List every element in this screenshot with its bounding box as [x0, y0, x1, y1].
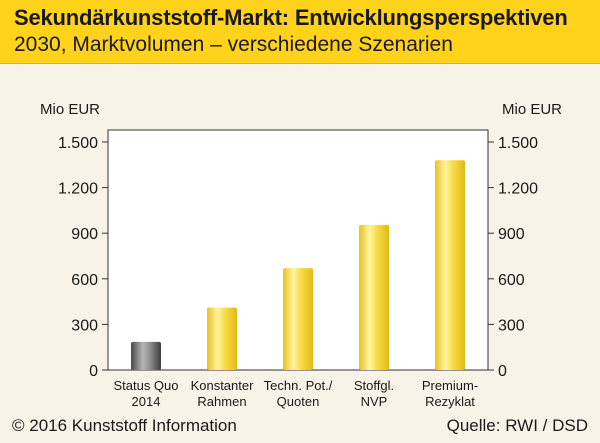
- x-tick-label: Rezyklat: [425, 394, 475, 409]
- bar-2: [207, 307, 237, 370]
- y-tick-label-right: 900: [498, 226, 525, 243]
- header-band: Sekundärkunststoff-Markt: Entwicklungspe…: [0, 0, 600, 64]
- bar-chart: Mio EUR Mio EUR 0 300 600 900 1.200 1.500 0 30…: [40, 101, 562, 409]
- chart-subtitle: 2030, Marktvolumen – verschiedene Szenar…: [14, 33, 453, 56]
- y-tick-label-left: 0: [89, 363, 98, 380]
- x-tick-label: Techn. Pot./: [264, 378, 333, 393]
- y-tick-label-right: 1.200: [498, 181, 538, 198]
- y-axis-label-left: Mio EUR: [40, 101, 100, 118]
- x-tick-label: Konstanter: [191, 378, 255, 393]
- y-ticks-left: 0 300 600 900 1.200 1.500: [58, 135, 108, 380]
- y-tick-label-right: 1.500: [498, 135, 538, 152]
- y-tick-label-left: 1.200: [58, 181, 98, 198]
- y-tick-label-right: 300: [498, 317, 525, 334]
- chart-title: Sekundärkunststoff-Markt: Entwicklungspe…: [14, 5, 568, 30]
- x-tick-label: Stoffgl.: [354, 378, 394, 393]
- x-tick-label: Status Quo: [113, 378, 178, 393]
- x-tick-label: 2014: [132, 394, 161, 409]
- y-tick-label-left: 1.500: [58, 135, 98, 152]
- source-text: Quelle: RWI / DSD: [446, 416, 588, 435]
- bar-3: [283, 268, 313, 370]
- y-tick-label-left: 900: [71, 226, 98, 243]
- x-tick-label: Quoten: [277, 394, 320, 409]
- y-tick-label-right: 0: [498, 363, 507, 380]
- y-tick-label-right: 600: [498, 272, 525, 289]
- bar-5: [435, 160, 465, 370]
- x-tick-label: NVP: [361, 394, 388, 409]
- copyright-text: © 2016 Kunststoff Information: [12, 416, 237, 435]
- x-tick-label: Rahmen: [197, 394, 246, 409]
- y-tick-label-left: 300: [71, 317, 98, 334]
- bars: [131, 160, 465, 370]
- y-ticks-right: 0 300 600 900 1.200 1.500: [488, 135, 538, 380]
- x-tick-label: Premium-: [422, 378, 478, 393]
- bar-1: [131, 341, 161, 370]
- y-axis-label-right: Mio EUR: [502, 101, 562, 118]
- bar-4: [359, 224, 389, 370]
- y-tick-label-left: 600: [71, 272, 98, 289]
